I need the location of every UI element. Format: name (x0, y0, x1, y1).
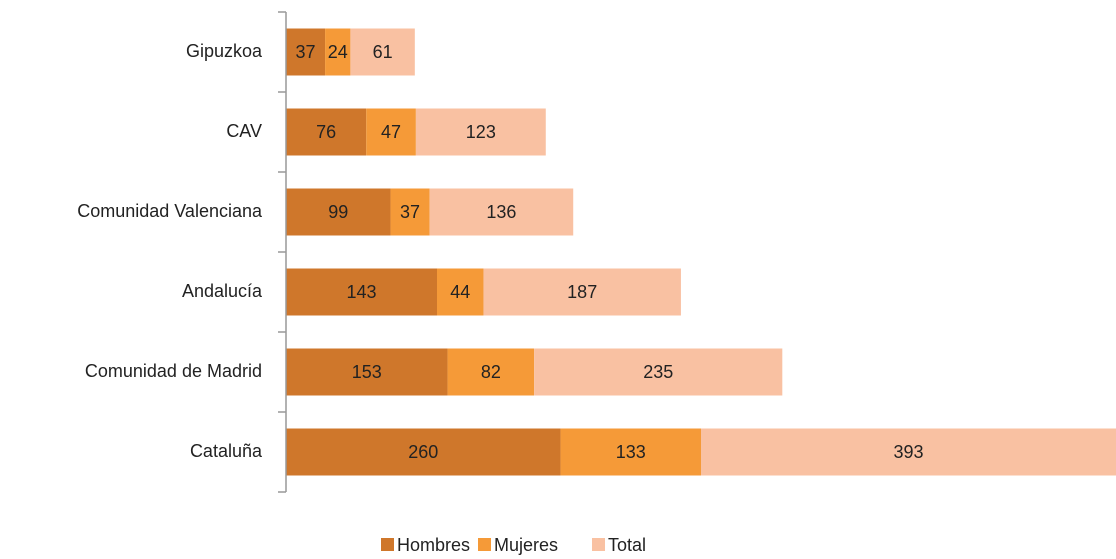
bar-segment (390, 188, 430, 236)
bar-segment (325, 28, 351, 76)
data-label: 187 (567, 282, 597, 302)
data-label: 133 (616, 442, 646, 462)
data-label: 393 (893, 442, 923, 462)
category-label: Comunidad Valenciana (77, 201, 263, 221)
bar-segment (429, 188, 574, 236)
bar-segment (483, 268, 681, 316)
legend-swatch (592, 538, 605, 551)
legend-label: Mujeres (494, 535, 558, 555)
legend-swatch (478, 538, 491, 551)
data-label: 153 (352, 362, 382, 382)
bar-segment (350, 28, 415, 76)
bar-segment (560, 428, 701, 476)
bar-segment (286, 28, 326, 76)
bar-segment (286, 348, 448, 396)
category-label: Andalucía (182, 281, 263, 301)
bar-segment (366, 108, 416, 156)
data-label: 82 (481, 362, 501, 382)
legend-label: Total (608, 535, 646, 555)
bar-segment (437, 268, 484, 316)
data-label: 47 (381, 122, 401, 142)
data-label: 24 (328, 42, 348, 62)
bar-segment (286, 188, 391, 236)
bar-segment (701, 428, 1116, 476)
data-label: 136 (486, 202, 516, 222)
category-label: Cataluña (190, 441, 263, 461)
data-label: 61 (373, 42, 393, 62)
bar-segment (286, 428, 561, 476)
data-label: 99 (328, 202, 348, 222)
bar-segment (286, 108, 367, 156)
legend-label: Hombres (397, 535, 470, 555)
bar-segment (447, 348, 535, 396)
data-label: 260 (408, 442, 438, 462)
category-label: Comunidad de Madrid (85, 361, 262, 381)
data-label: 76 (316, 122, 336, 142)
bar-segment (286, 268, 438, 316)
category-label: CAV (226, 121, 262, 141)
data-label: 37 (296, 42, 316, 62)
category-label: Gipuzkoa (186, 41, 263, 61)
data-label: 44 (450, 282, 470, 302)
legend-swatch (381, 538, 394, 551)
data-label: 123 (466, 122, 496, 142)
data-label: 235 (643, 362, 673, 382)
bar-segment (415, 108, 546, 156)
bar-segment (534, 348, 783, 396)
data-label: 143 (346, 282, 376, 302)
data-label: 37 (400, 202, 420, 222)
